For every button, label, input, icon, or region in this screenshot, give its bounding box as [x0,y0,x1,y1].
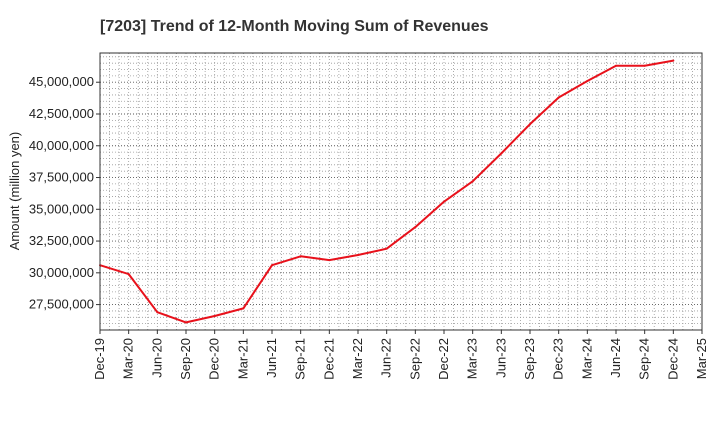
x-tick-label: Dec-21 [321,338,336,380]
x-tick-label: Mar-22 [350,338,365,379]
data-point [357,254,359,257]
y-tick-label: 35,000,000 [29,201,94,216]
x-tick-label: Sep-20 [178,338,193,380]
data-point [328,259,331,262]
data-point [271,264,273,267]
y-tick-label: 37,500,000 [29,170,94,185]
data-point [500,152,503,155]
x-tick-label: Mar-23 [465,338,480,379]
data-point [414,226,417,229]
x-tick-label: Sep-24 [637,338,652,380]
plot-border [99,52,703,331]
y-tick-label: 27,500,000 [29,297,94,312]
data-point [643,64,646,67]
x-tick-label: Dec-20 [207,338,222,380]
grid-lines [100,53,702,331]
y-tick-label: 45,000,000 [29,74,94,89]
x-tick-label: Sep-21 [293,338,308,380]
x-tick-label: Jun-20 [149,338,164,378]
plot-area [100,53,702,330]
x-tick-label: Mar-20 [121,338,136,379]
data-point [471,180,474,183]
data-point [213,315,216,318]
data-point [672,59,675,62]
x-tick-label: Mar-25 [694,338,709,379]
x-tick-label: Mar-24 [579,338,594,379]
x-tick-label: Dec-24 [665,338,680,380]
x-tick-label: Jun-23 [493,338,508,378]
x-tick-label: Sep-22 [407,338,422,380]
x-tick-label: Mar-21 [235,338,250,379]
x-tick-label: Jun-21 [264,338,279,378]
data-point [557,96,560,99]
data-point [127,273,130,276]
y-tick-label: 32,500,000 [29,233,94,248]
data-point [586,79,589,82]
data-point [443,200,445,203]
x-tick-label: Jun-22 [379,338,394,378]
x-tick-label: Jun-24 [608,338,623,378]
data-point [385,247,388,250]
y-tick-label: 40,000,000 [29,138,94,153]
y-axis-ticks: 27,500,000 30,000,000 32,500,000 35,000,000… [29,74,100,312]
x-tick-label: Sep-23 [522,338,537,380]
chart-title: [7203] Trend of 12-Month Moving Sum of R… [100,18,489,35]
y-tick-label: 42,500,000 [29,106,94,121]
x-tick-label: Dec-23 [551,338,566,380]
data-point [529,123,531,126]
x-axis-ticks: Dec-19 Mar-20 Jun-20 Sep-20 Dec-20 Mar-21 Jun-… [92,330,709,380]
x-tick-label: Dec-22 [436,338,451,380]
data-point [242,307,245,310]
y-tick-label: 30,000,000 [29,265,94,280]
data-point [185,321,187,324]
x-tick-label: Dec-19 [92,338,107,380]
data-point [299,255,302,258]
data-point [615,64,617,67]
y-axis-label: Amount (million yen) [7,132,22,251]
data-point [156,311,159,314]
